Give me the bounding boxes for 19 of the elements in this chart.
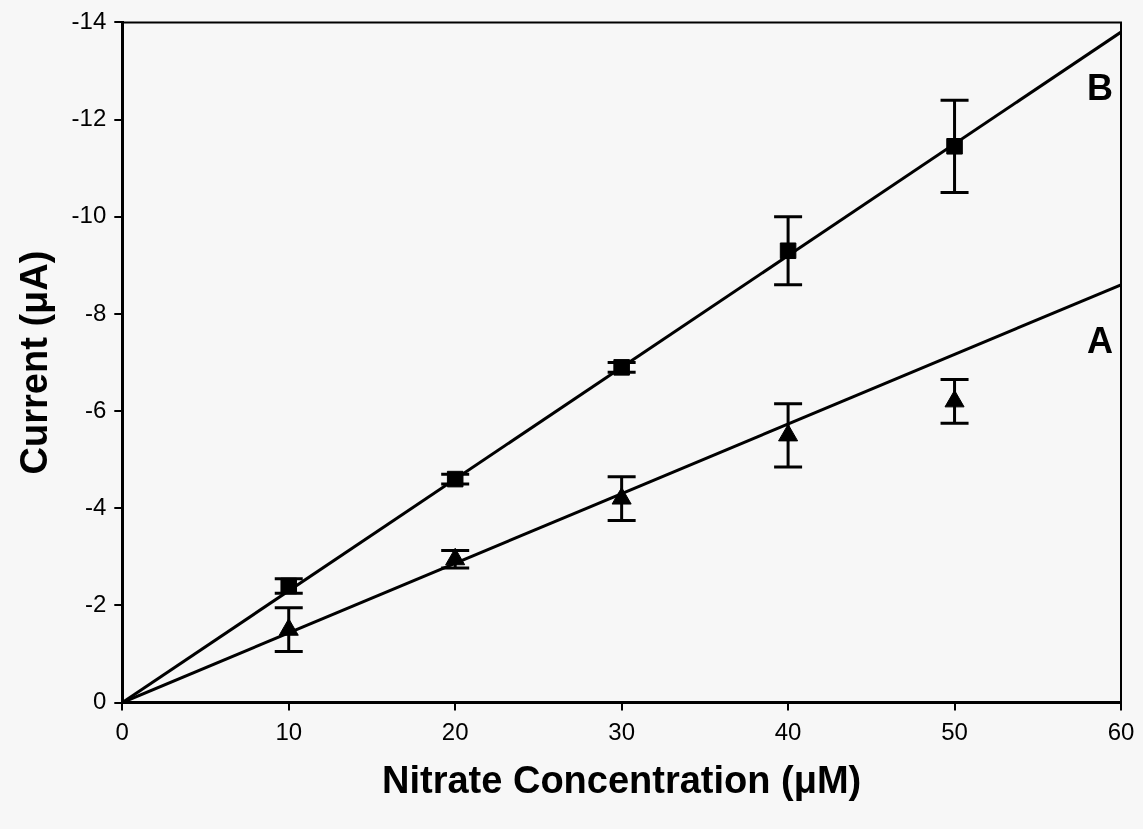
y-tick-label: -6 [84, 395, 107, 423]
y-tick-label: -4 [84, 492, 107, 520]
y-tick-label: -8 [84, 298, 107, 326]
y-tick-label: -10 [71, 201, 107, 229]
x-tick-label: 0 [115, 717, 129, 745]
x-tick-label: 50 [941, 717, 968, 745]
y-axis-title: Current (μA) [13, 250, 56, 475]
y-tick-label: 0 [92, 687, 107, 715]
x-tick-label: 10 [275, 717, 303, 745]
y-tick-label: -2 [84, 590, 107, 618]
x-tick-label: 30 [608, 717, 635, 745]
series-label: A [1087, 319, 1113, 361]
y-tick-label: -12 [71, 104, 107, 132]
x-tick-label: 40 [774, 717, 802, 745]
x-tick-label: 20 [441, 717, 469, 745]
x-tick-label: 60 [1107, 717, 1135, 745]
series-label: B [1087, 67, 1113, 109]
x-axis-title: Nitrate Concentration (μM) [382, 758, 862, 801]
y-tick-label: -14 [71, 7, 107, 35]
